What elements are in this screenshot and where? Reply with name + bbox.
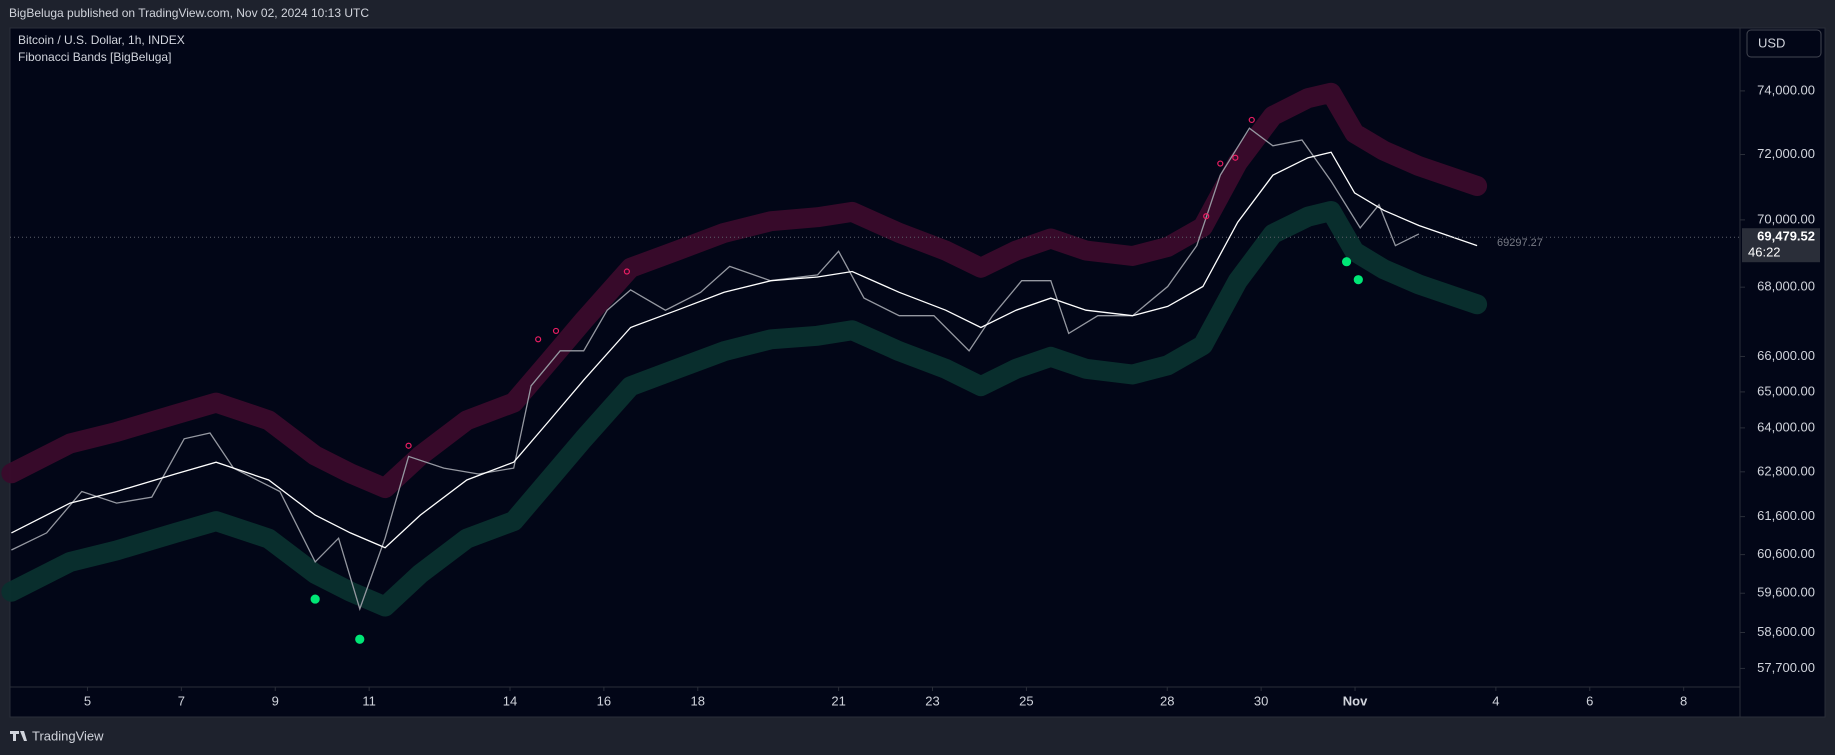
y-tick-label: 70,000.00 bbox=[1757, 211, 1815, 226]
x-tick-label: 5 bbox=[84, 693, 91, 708]
x-tick-label: 18 bbox=[691, 693, 705, 708]
x-tick-label: 30 bbox=[1254, 693, 1268, 708]
last-price-label: 69,479.52 bbox=[1757, 229, 1815, 244]
x-tick-label: Nov bbox=[1343, 693, 1368, 708]
x-tick-label: 16 bbox=[597, 693, 611, 708]
signal-dot bbox=[1341, 257, 1352, 267]
signal-dot bbox=[1232, 154, 1239, 161]
chart-pane bbox=[9, 27, 1826, 718]
y-tick-label: 74,000.00 bbox=[1757, 82, 1815, 97]
x-tick-label: 14 bbox=[503, 693, 517, 708]
x-tick-label: 21 bbox=[831, 693, 845, 708]
y-tick-label: 61,600.00 bbox=[1757, 508, 1815, 523]
y-tick-label: 65,000.00 bbox=[1757, 383, 1815, 398]
chart-subtitle: Fibonacci Bands [BigBeluga] bbox=[18, 50, 171, 64]
y-tick-label: 62,800.00 bbox=[1757, 463, 1815, 478]
last-price-box bbox=[1742, 228, 1820, 263]
price-line bbox=[11, 127, 1420, 611]
countdown: 46:22 bbox=[1748, 245, 1781, 260]
y-tick-label: 57,700.00 bbox=[1757, 660, 1815, 675]
fib-band bbox=[1, 201, 1488, 617]
currency-label[interactable]: USD bbox=[1758, 35, 1785, 50]
signal-dot bbox=[552, 327, 560, 335]
x-tick-label: 9 bbox=[272, 693, 279, 708]
y-tick-label: 58,600.00 bbox=[1757, 624, 1815, 639]
currency-button[interactable] bbox=[1746, 29, 1822, 58]
x-tick-label: 23 bbox=[925, 693, 939, 708]
logo bbox=[10, 731, 27, 741]
signal-dot bbox=[1203, 213, 1210, 220]
y-tick-label: 60,600.00 bbox=[1757, 546, 1815, 561]
fib-band bbox=[1, 82, 1488, 499]
x-tick-label: 7 bbox=[178, 693, 185, 708]
y-tick-label: 64,000.00 bbox=[1757, 419, 1815, 434]
basis-label: 69297.27 bbox=[1497, 237, 1543, 249]
basis-line bbox=[11, 151, 1478, 549]
x-tick-label: 11 bbox=[362, 693, 376, 708]
x-tick-label: 6 bbox=[1586, 693, 1593, 708]
signal-dot bbox=[535, 336, 542, 343]
footer: TradingView bbox=[32, 728, 104, 743]
x-tick-label: 28 bbox=[1160, 693, 1174, 708]
signal-dot bbox=[1353, 275, 1363, 285]
x-tick-label: 8 bbox=[1680, 693, 1687, 708]
chart-title: Bitcoin / U.S. Dollar, 1h, INDEX bbox=[18, 33, 185, 47]
signal-dot bbox=[405, 442, 412, 449]
signal-dot bbox=[355, 634, 365, 644]
y-tick-label: 59,600.00 bbox=[1757, 585, 1815, 600]
header: BigBeluga published on TradingView.com, … bbox=[9, 6, 369, 20]
signal-dot bbox=[1248, 116, 1255, 124]
y-tick-label: 72,000.00 bbox=[1757, 146, 1815, 161]
x-tick-label: 25 bbox=[1019, 693, 1033, 708]
y-tick-label: 66,000.00 bbox=[1757, 348, 1815, 363]
x-tick-label: 4 bbox=[1492, 693, 1499, 708]
signal-dot bbox=[1217, 160, 1224, 167]
signal-dot bbox=[623, 268, 630, 275]
y-tick-label: 68,000.00 bbox=[1757, 279, 1815, 294]
signal-dot bbox=[310, 594, 320, 604]
